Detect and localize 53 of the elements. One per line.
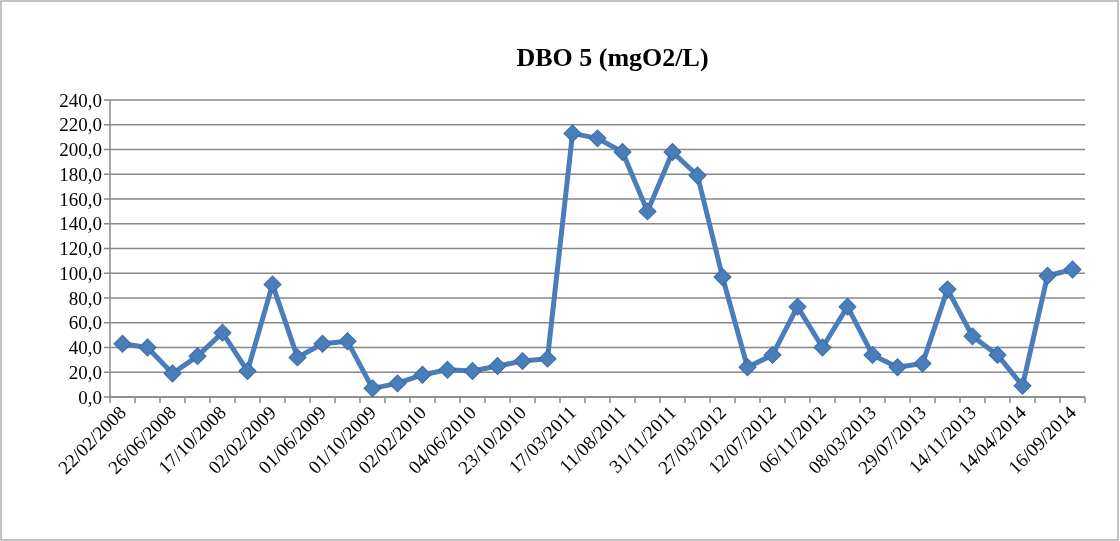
point [1038,266,1057,285]
point [563,124,582,143]
point [913,354,932,373]
y-tick-label: 140,0 [59,213,102,235]
point [813,338,832,357]
point [1013,376,1032,395]
point [888,358,907,377]
y-tick-label: 0,0 [78,386,102,408]
point [113,334,132,353]
y-tick-label: 20,0 [68,361,102,383]
chart-title: DBO 5 (mgO2/L) [516,43,709,72]
point [188,347,207,366]
y-tick-label: 60,0 [68,312,102,334]
point [513,352,532,371]
point [988,345,1007,364]
point [288,348,307,367]
point [663,142,682,161]
point [363,379,382,398]
point [688,166,707,185]
point [163,364,182,383]
point [763,345,782,364]
point [263,275,282,294]
y-tick-label: 80,0 [68,287,102,309]
point [338,332,357,351]
point [738,358,757,377]
point [863,345,882,364]
point [463,362,482,380]
point [613,142,632,161]
point [588,129,607,148]
point [488,357,507,376]
y-tick-label: 160,0 [59,188,102,210]
point [438,360,457,379]
point [838,297,857,316]
point [1063,260,1082,279]
y-tick-label: 180,0 [59,163,102,185]
point [963,327,982,346]
point [388,374,407,393]
y-tick-label: 120,0 [59,238,102,260]
y-tick-label: 240,0 [59,89,102,111]
y-tick-label: 220,0 [59,114,102,136]
y-tick-label: 100,0 [59,262,102,284]
y-tick-label: 40,0 [68,337,102,359]
point [538,349,557,368]
point [413,365,432,384]
point [238,362,257,380]
point [788,297,807,316]
y-tick-label: 200,0 [59,139,102,161]
point [638,202,657,221]
point [213,323,232,342]
point [938,280,957,299]
point [138,338,157,357]
point [713,267,732,286]
point [313,334,332,353]
